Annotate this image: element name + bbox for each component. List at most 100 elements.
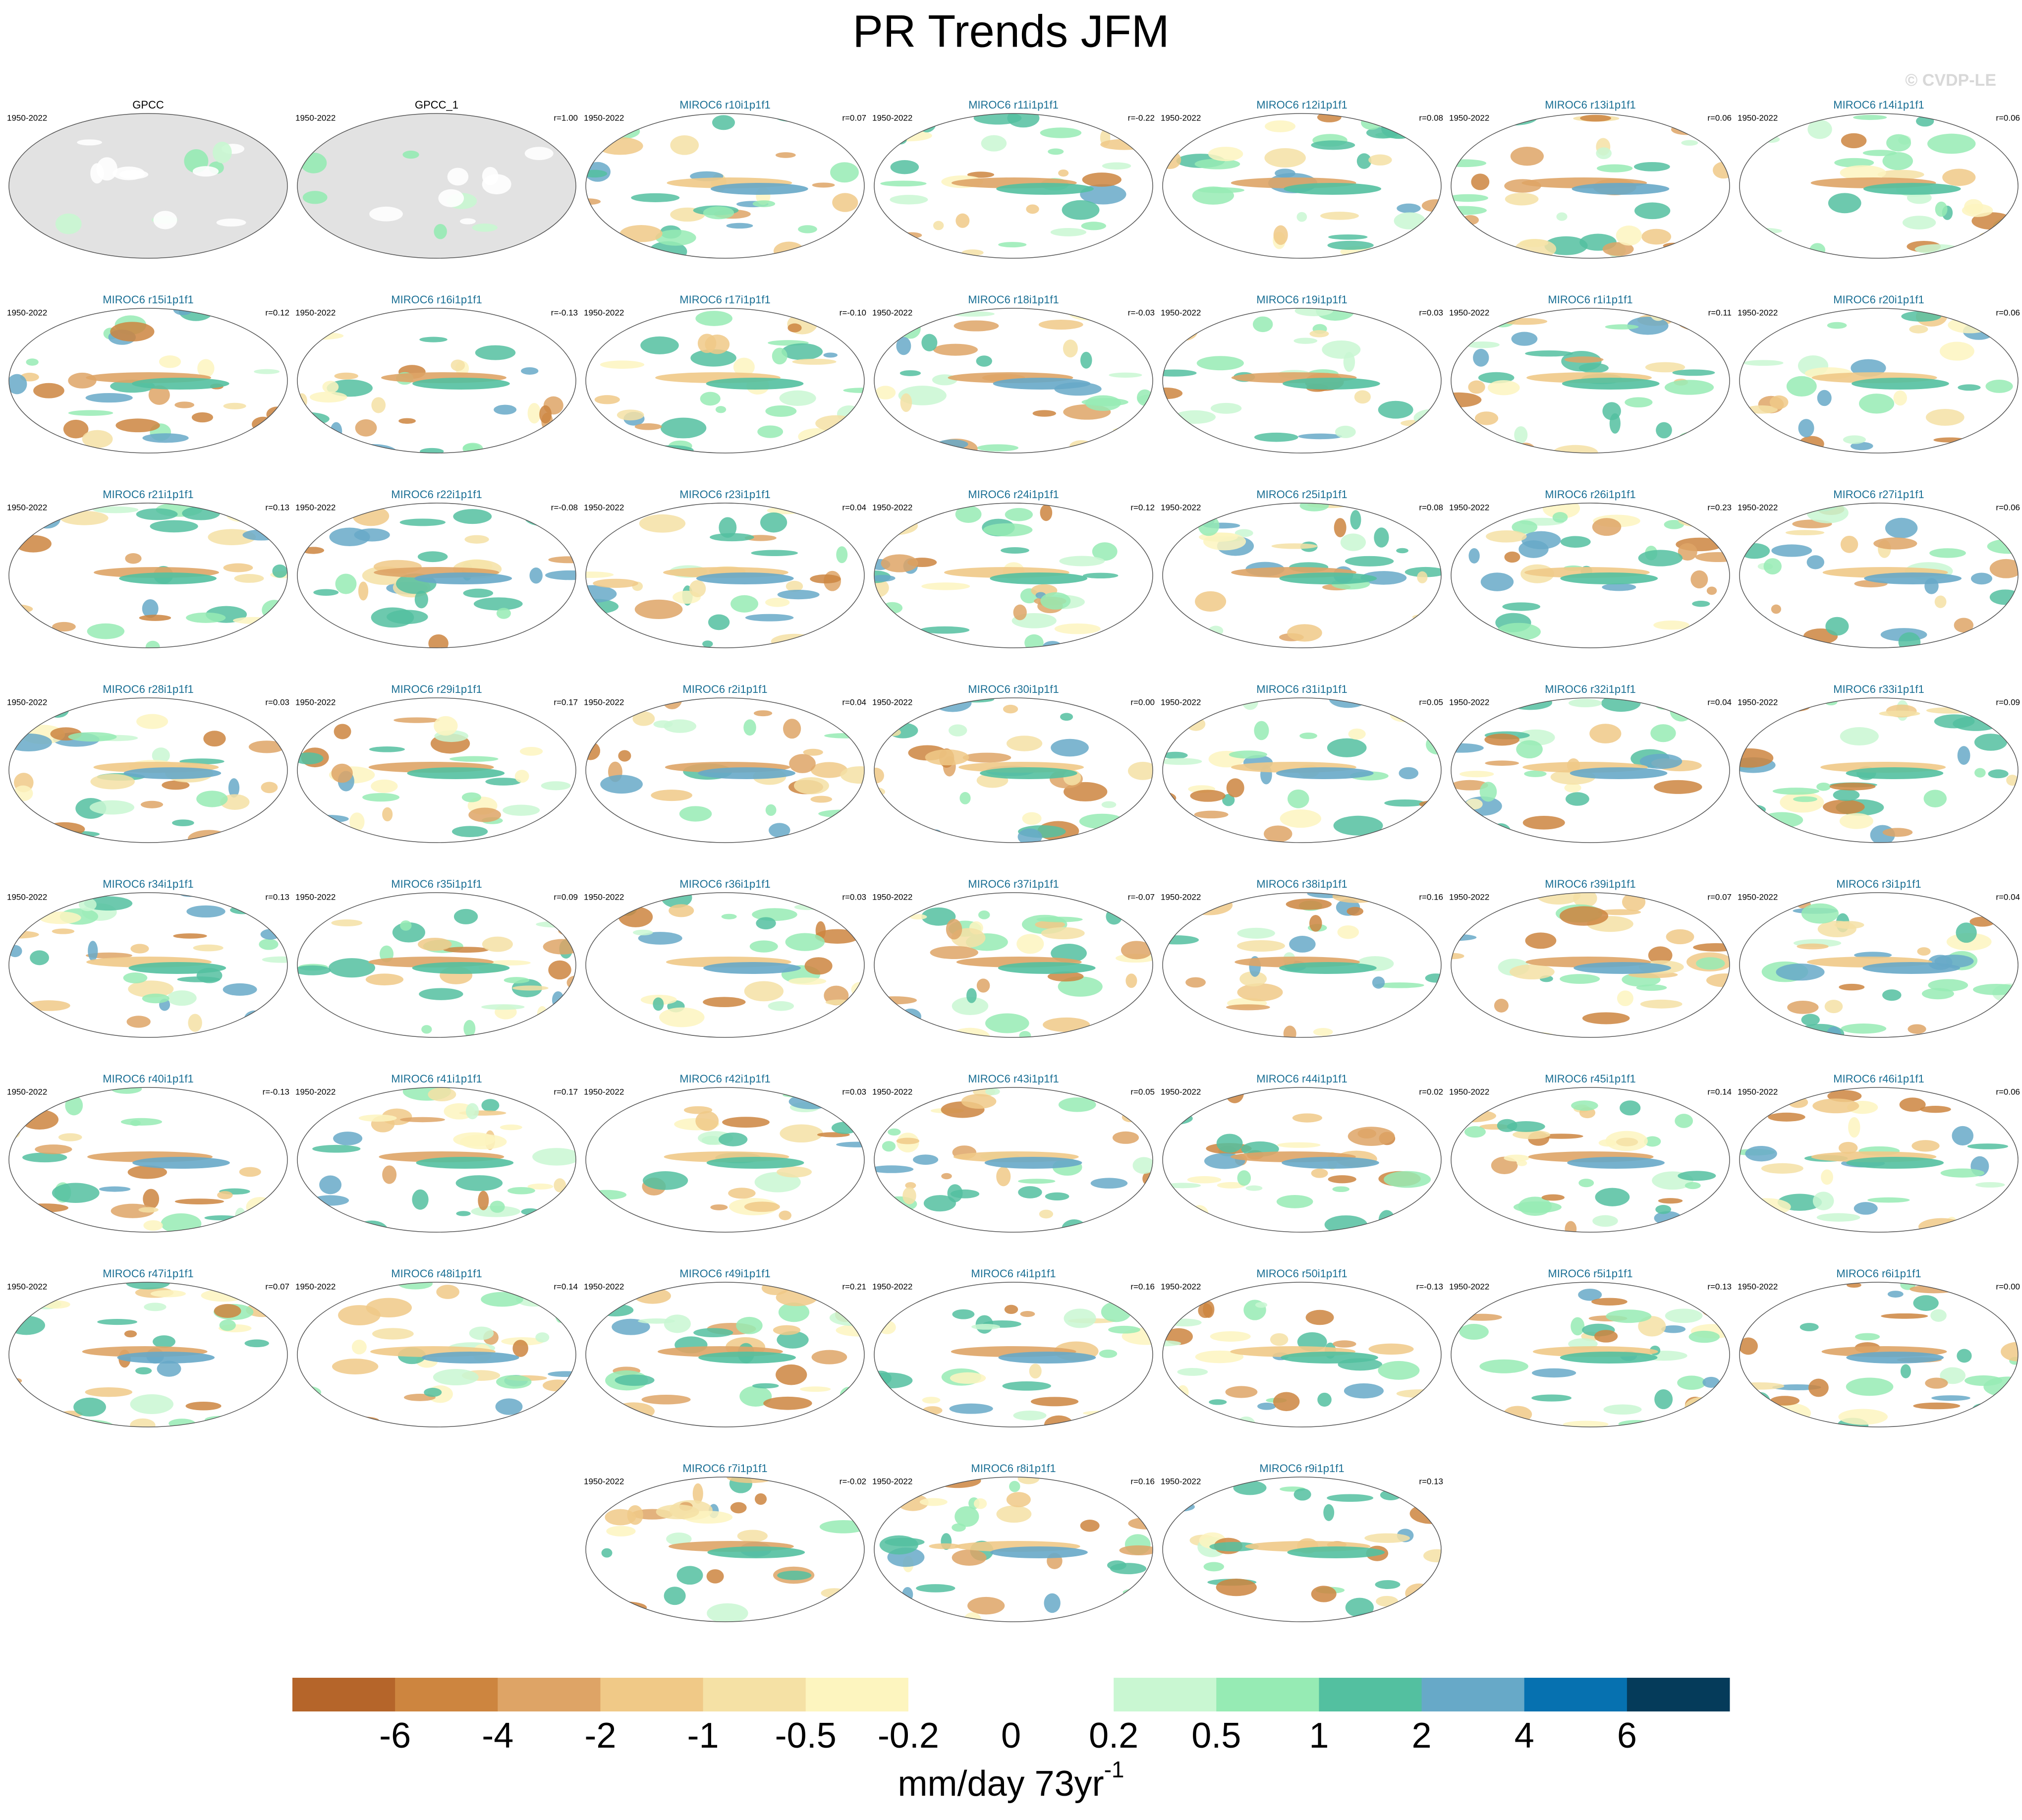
trend-patch [1681, 140, 1698, 146]
trend-patch [1451, 1109, 1497, 1123]
trend-patch [1121, 941, 1153, 960]
trend-patch [152, 1335, 175, 1348]
trend-patch [1592, 518, 1622, 536]
trend-patch [414, 590, 428, 609]
trend-patch [1419, 237, 1441, 246]
trend-patch [985, 1013, 1029, 1033]
panel-title: MIROC6 r40i1p1f1 [103, 1073, 193, 1085]
trend-patch [1455, 1219, 1469, 1232]
trend-patch [1564, 783, 1581, 793]
trend-patch [1829, 783, 1876, 791]
land-patch [77, 139, 102, 146]
trend-patch [1462, 235, 1473, 246]
trend-patch [1340, 533, 1366, 551]
panel-period: 1950-2022 [584, 113, 624, 122]
trend-patch [929, 1543, 961, 1549]
trend-patch [1332, 893, 1381, 903]
trend-patch [1771, 604, 1781, 614]
trend-patch [9, 733, 52, 751]
trend-patch [1040, 592, 1071, 610]
trend-patch [1933, 437, 1966, 443]
trend-patch [1299, 503, 1329, 512]
trend-patch [365, 973, 404, 986]
trend-patch [617, 409, 644, 421]
panel-period: 1950-2022 [1161, 892, 1201, 902]
trend-patch [1042, 641, 1063, 648]
land-patch [434, 224, 447, 239]
trend-patch [1254, 721, 1269, 740]
map-field [874, 698, 1153, 843]
trend-patch [500, 1124, 522, 1131]
map-outline [8, 113, 288, 259]
trend-patch [1035, 920, 1066, 929]
panel-title: MIROC6 r23i1p1f1 [679, 488, 770, 501]
trend-patch [840, 1209, 862, 1218]
panel-r: r=0.03 [1419, 308, 1443, 317]
trend-patch [1743, 360, 1784, 366]
panel-title: MIROC6 r4i1p1f1 [971, 1267, 1056, 1280]
trend-patch [952, 1309, 975, 1319]
trend-patch [1131, 1408, 1144, 1418]
trend-patch [1101, 801, 1117, 808]
trend-patch [1163, 514, 1192, 526]
trend-patch [606, 1526, 636, 1536]
trend-patch [1740, 748, 1774, 768]
panel-r: r=-0.02 [840, 1477, 866, 1486]
trend-patch [1273, 1392, 1300, 1412]
trend-patch [555, 1303, 566, 1323]
trend-patch [334, 724, 351, 739]
colorbar-swatch [1011, 1678, 1114, 1711]
trend-patch [925, 749, 969, 766]
trend-patch [11, 909, 54, 915]
trend-patch [88, 941, 98, 962]
trend-patch [1824, 698, 1838, 706]
trend-patch [736, 1316, 763, 1334]
trend-patch [1039, 1209, 1054, 1219]
panel-period: 1950-2022 [1738, 308, 1778, 317]
equatorial-band [706, 1157, 804, 1169]
trend-patch [1565, 1221, 1577, 1232]
trend-patch [1763, 558, 1782, 575]
trend-patch [1311, 1168, 1328, 1178]
trend-patch [765, 405, 797, 417]
trend-patch [1913, 1402, 1961, 1410]
trend-patch [1163, 387, 1183, 399]
trend-patch [1780, 792, 1824, 813]
trend-patch [348, 444, 397, 453]
trend-patch [1513, 1201, 1562, 1213]
colorbar-tick-label: -2 [584, 1716, 616, 1756]
trend-patch [1348, 728, 1366, 740]
land-patch [90, 163, 104, 184]
trend-patch [600, 775, 643, 794]
trend-patch [1957, 746, 1970, 765]
trend-patch [1675, 1114, 1693, 1128]
trend-patch [185, 1401, 222, 1411]
panel-r: r=0.13 [265, 503, 289, 512]
map-outline [874, 1087, 1153, 1233]
panel-title: MIROC6 r2i1p1f1 [682, 683, 767, 695]
trend-patch [1934, 595, 1947, 608]
panel-r: r=-0.03 [1128, 308, 1155, 317]
trend-patch [1840, 165, 1886, 180]
trend-patch [1760, 812, 1803, 828]
trend-patch [1742, 515, 1767, 536]
trend-patch [1900, 1282, 1916, 1290]
panel-period: 1950-2022 [1449, 1087, 1489, 1096]
trend-patch [1216, 1578, 1257, 1596]
trend-patch [1451, 934, 1477, 941]
trend-patch [1136, 389, 1153, 406]
equatorial-band [1560, 1352, 1658, 1364]
trend-patch [955, 1506, 979, 1527]
colorbar-tick-label: -4 [482, 1716, 513, 1756]
map-outline [585, 308, 865, 454]
trend-patch [952, 997, 989, 1016]
map-outline [585, 1087, 865, 1233]
trend-patch [1786, 376, 1817, 397]
trend-patch [1592, 1215, 1618, 1227]
map-outline [1451, 113, 1730, 259]
trend-patch [1484, 734, 1519, 746]
panel-r: r=0.13 [1707, 1282, 1732, 1291]
trend-patch [794, 904, 821, 910]
